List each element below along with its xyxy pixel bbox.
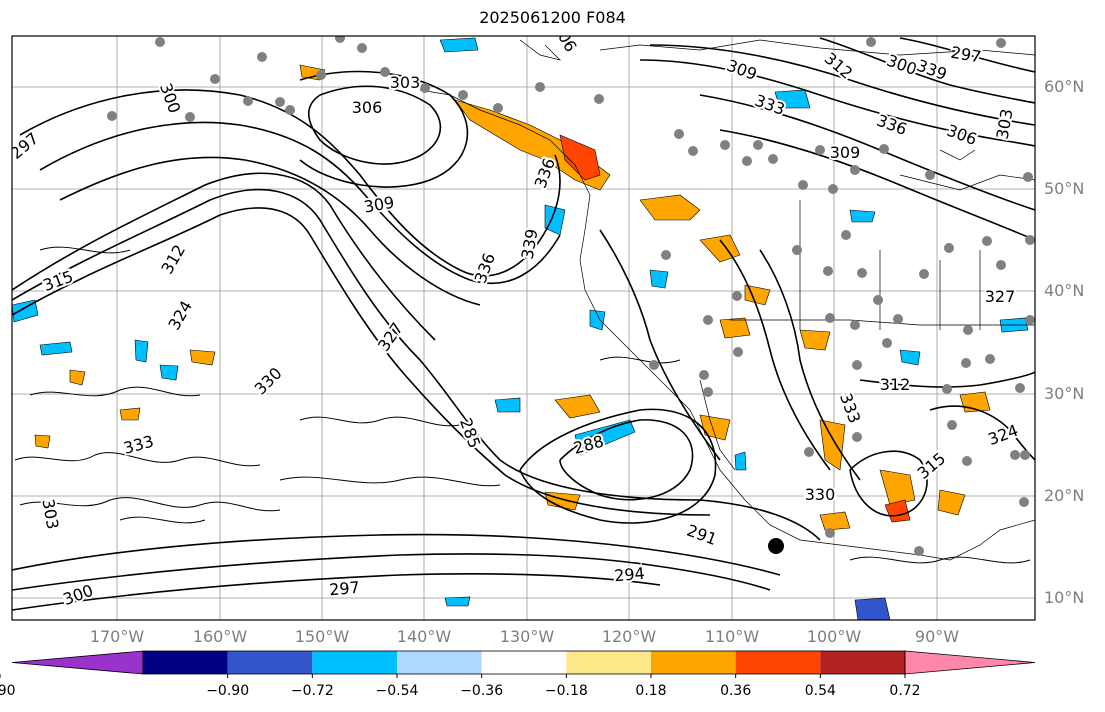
latitude-label: 10°N [1044,588,1085,607]
contour-label: 306 [352,98,383,117]
contour-label: 303 [390,73,421,92]
latitude-label: 40°N [1044,281,1085,300]
colorbar-segment [566,651,651,674]
contour-label: 330 [805,485,836,504]
longitude-label: 110°W [704,627,760,646]
colorbar-tick-label: −0.54 [375,683,419,699]
thin-contours [14,246,1031,564]
colorbar-tick-label: −0.90 [206,683,250,699]
coastlines [419,39,1035,561]
colorbar [0,650,1036,678]
longitude-label: 90°W [914,627,960,646]
contour-label: 294 [613,564,645,586]
station-markers [107,36,1035,556]
longitude-label: 100°W [806,627,862,646]
colorbar-tick-label: −0.18 [544,683,588,699]
colorbar-segment [820,651,905,674]
contour-lines [12,37,1035,611]
contour-label: 309 [830,143,861,162]
colorbar-segment [735,651,821,674]
contour-label: 306 [352,98,383,117]
colorbar-extend-max [904,650,1036,675]
colorbar-tick-label: 0.72 [889,683,921,699]
colorbar-tick-label: 0.54 [804,683,836,699]
colorbar-segment [143,651,228,674]
colorbar-extend-min [11,650,144,675]
contour-label: 309 [830,143,861,162]
contour-label: 327 [985,287,1016,306]
shading-patches [12,37,1029,620]
contour-label: 327 [985,287,1016,306]
contour-label: 312 [880,375,911,394]
colorbar-tick-label: −0.72 [290,683,334,699]
contour-label: 297 [328,578,360,600]
colorbar-segment [481,651,567,674]
longitude-label: 170°W [89,627,145,646]
longitude-label: 140°W [396,627,452,646]
longitude-label: 130°W [499,627,555,646]
latitude-label: 50°N [1044,179,1085,198]
latitude-label: 20°N [1044,486,1085,505]
longitude-label: 150°W [294,627,350,646]
contour-label: 303 [390,73,421,92]
colorbar-segment [397,651,482,674]
colorbar-segment [227,651,313,674]
colorbar-tick-label: 0.90 [0,683,16,699]
graticule [12,36,1035,620]
contour-label: 312 [880,375,911,394]
longitude-label: 160°W [192,627,248,646]
colorbar-segment [312,651,397,674]
map-title: 2025061200 F084 [479,8,626,27]
latitude-label: 60°N [1044,77,1085,96]
contour-label: 330 [805,485,836,504]
contour-label: 294 [613,564,645,586]
longitude-label: 120°W [601,627,657,646]
storm-center-marker [768,538,784,554]
colorbar-tick-label: 0.18 [635,683,667,699]
colorbar-tick-label: 0.36 [720,683,752,699]
colorbar-segment [651,651,736,674]
latitude-label: 30°N [1044,384,1085,403]
colorbar-tick-label: −0.36 [460,683,504,699]
